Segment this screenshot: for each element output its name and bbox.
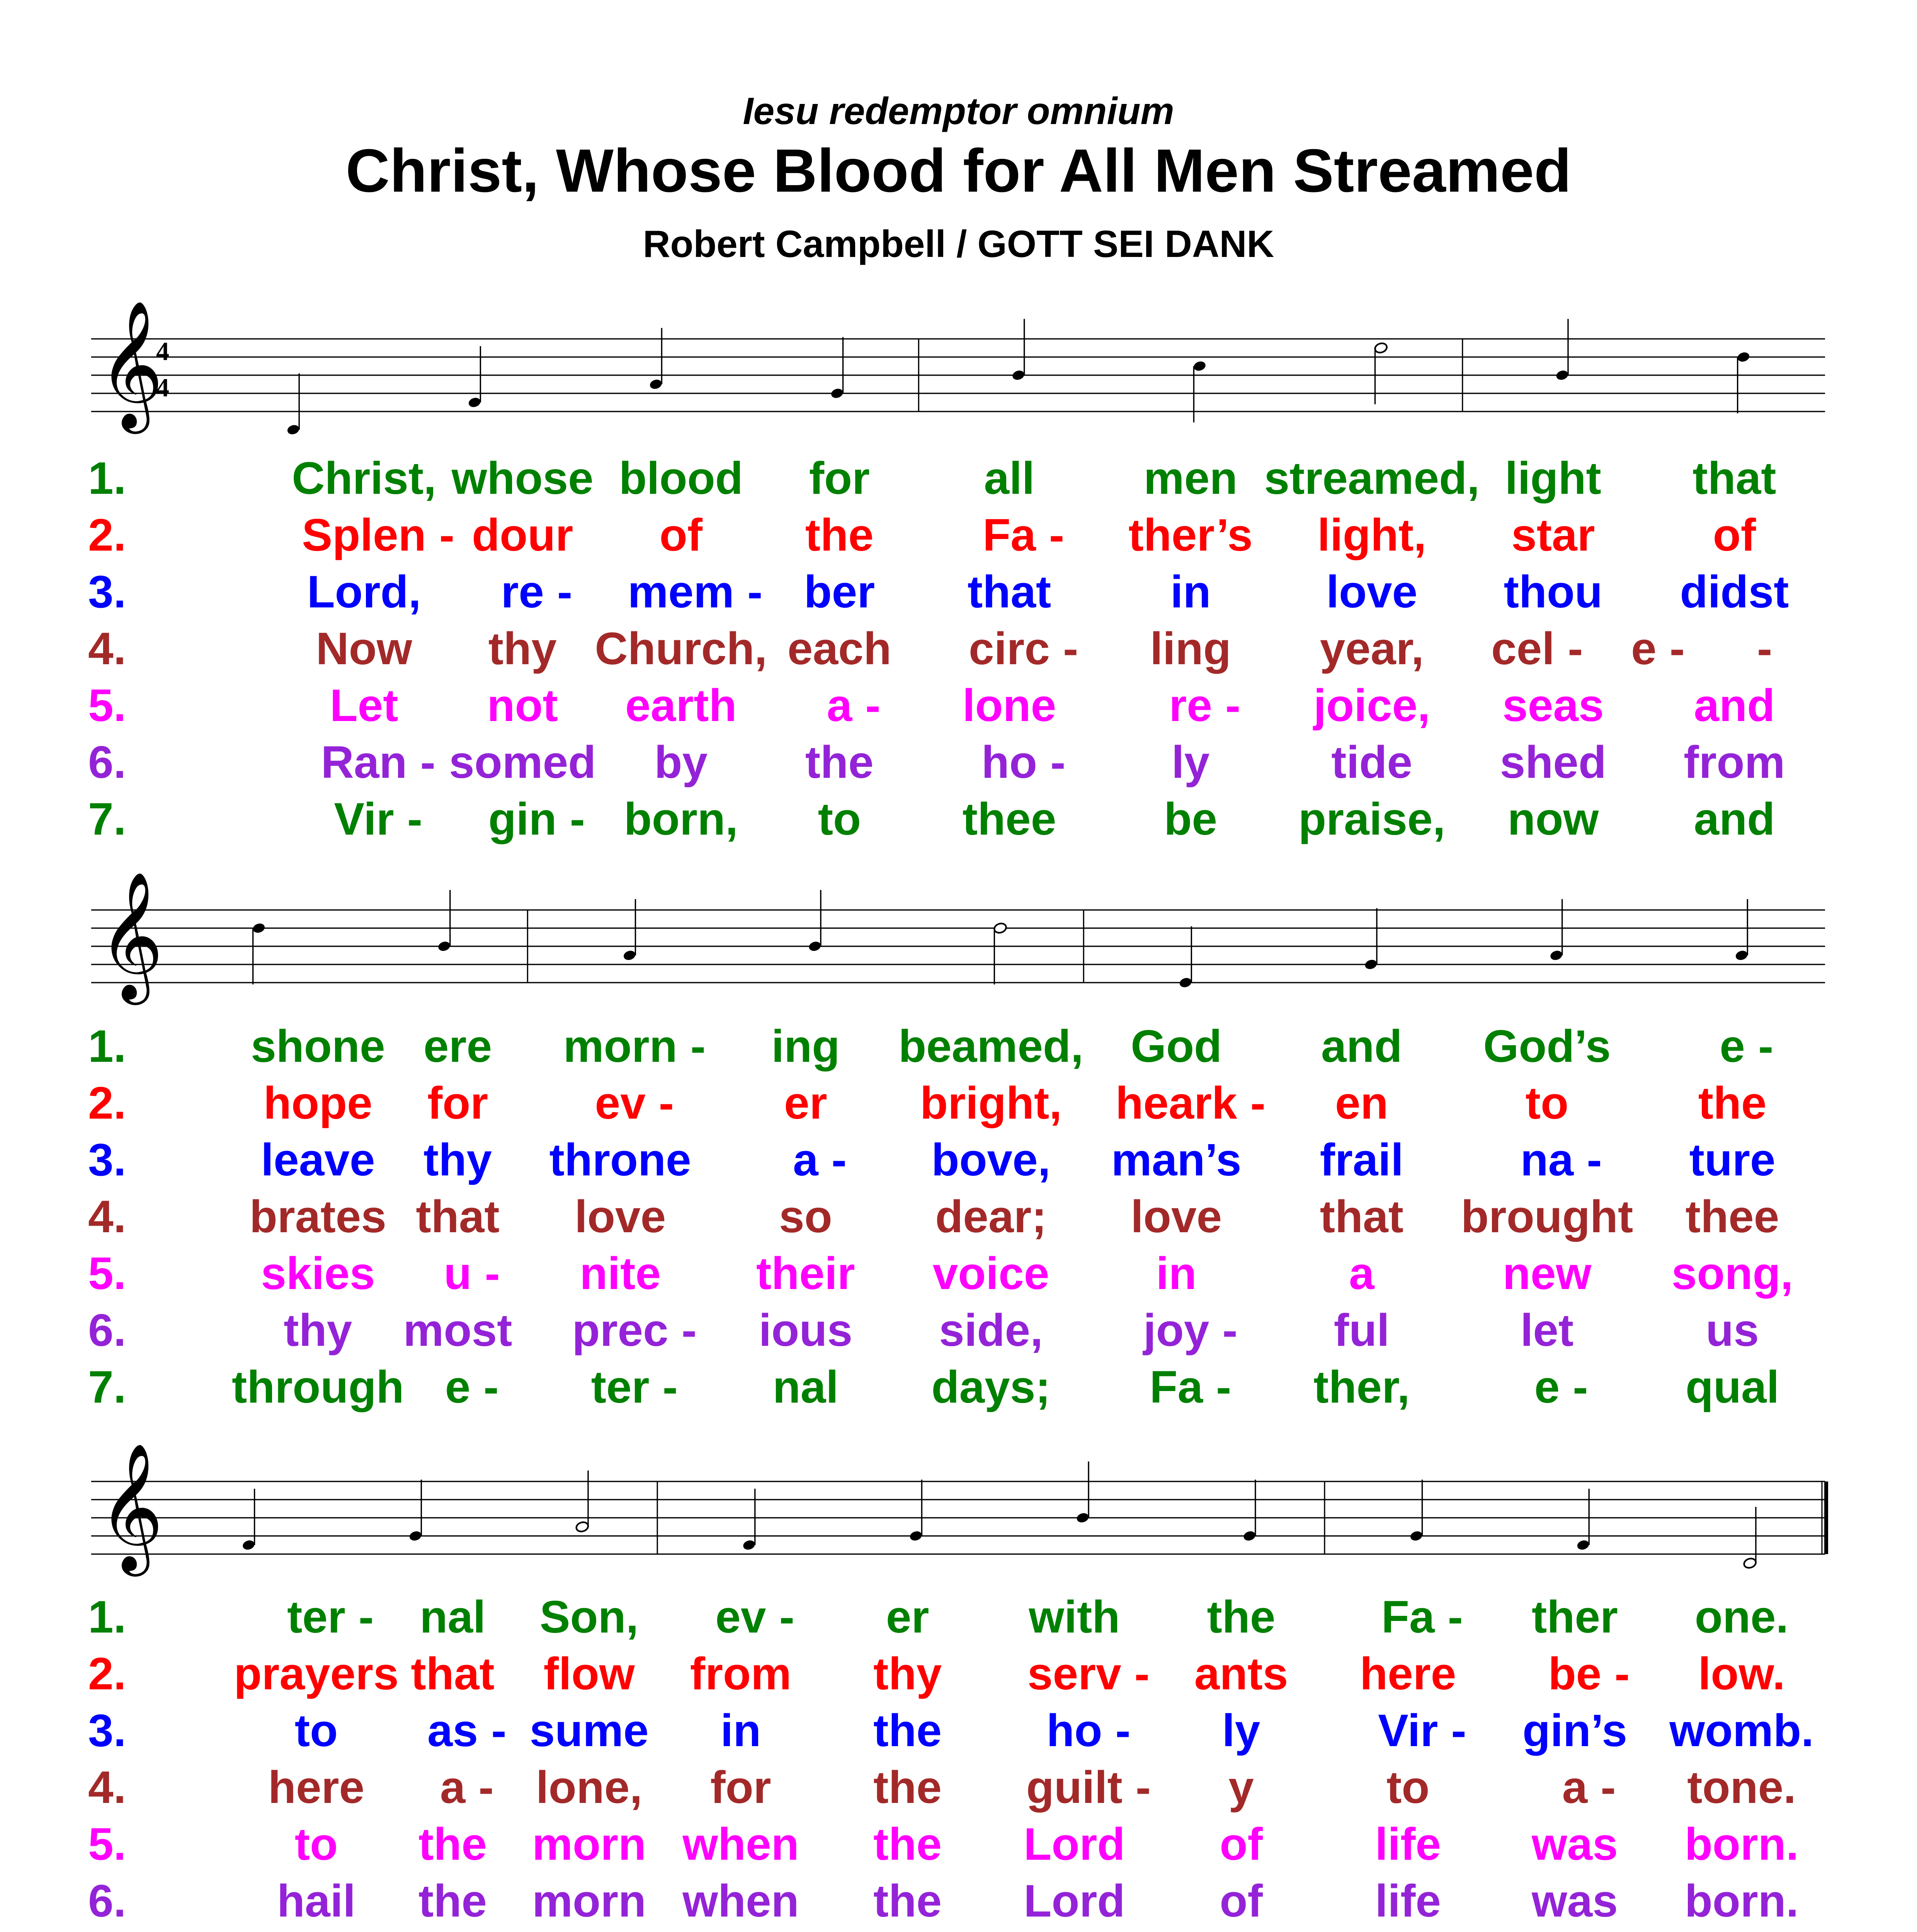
svg-text:4: 4 — [156, 337, 169, 366]
svg-text:4: 4 — [156, 373, 169, 402]
svg-text:𝄞: 𝄞 — [98, 302, 163, 435]
svg-text:𝄞: 𝄞 — [98, 1444, 163, 1577]
svg-text:𝄞: 𝄞 — [98, 873, 163, 1006]
